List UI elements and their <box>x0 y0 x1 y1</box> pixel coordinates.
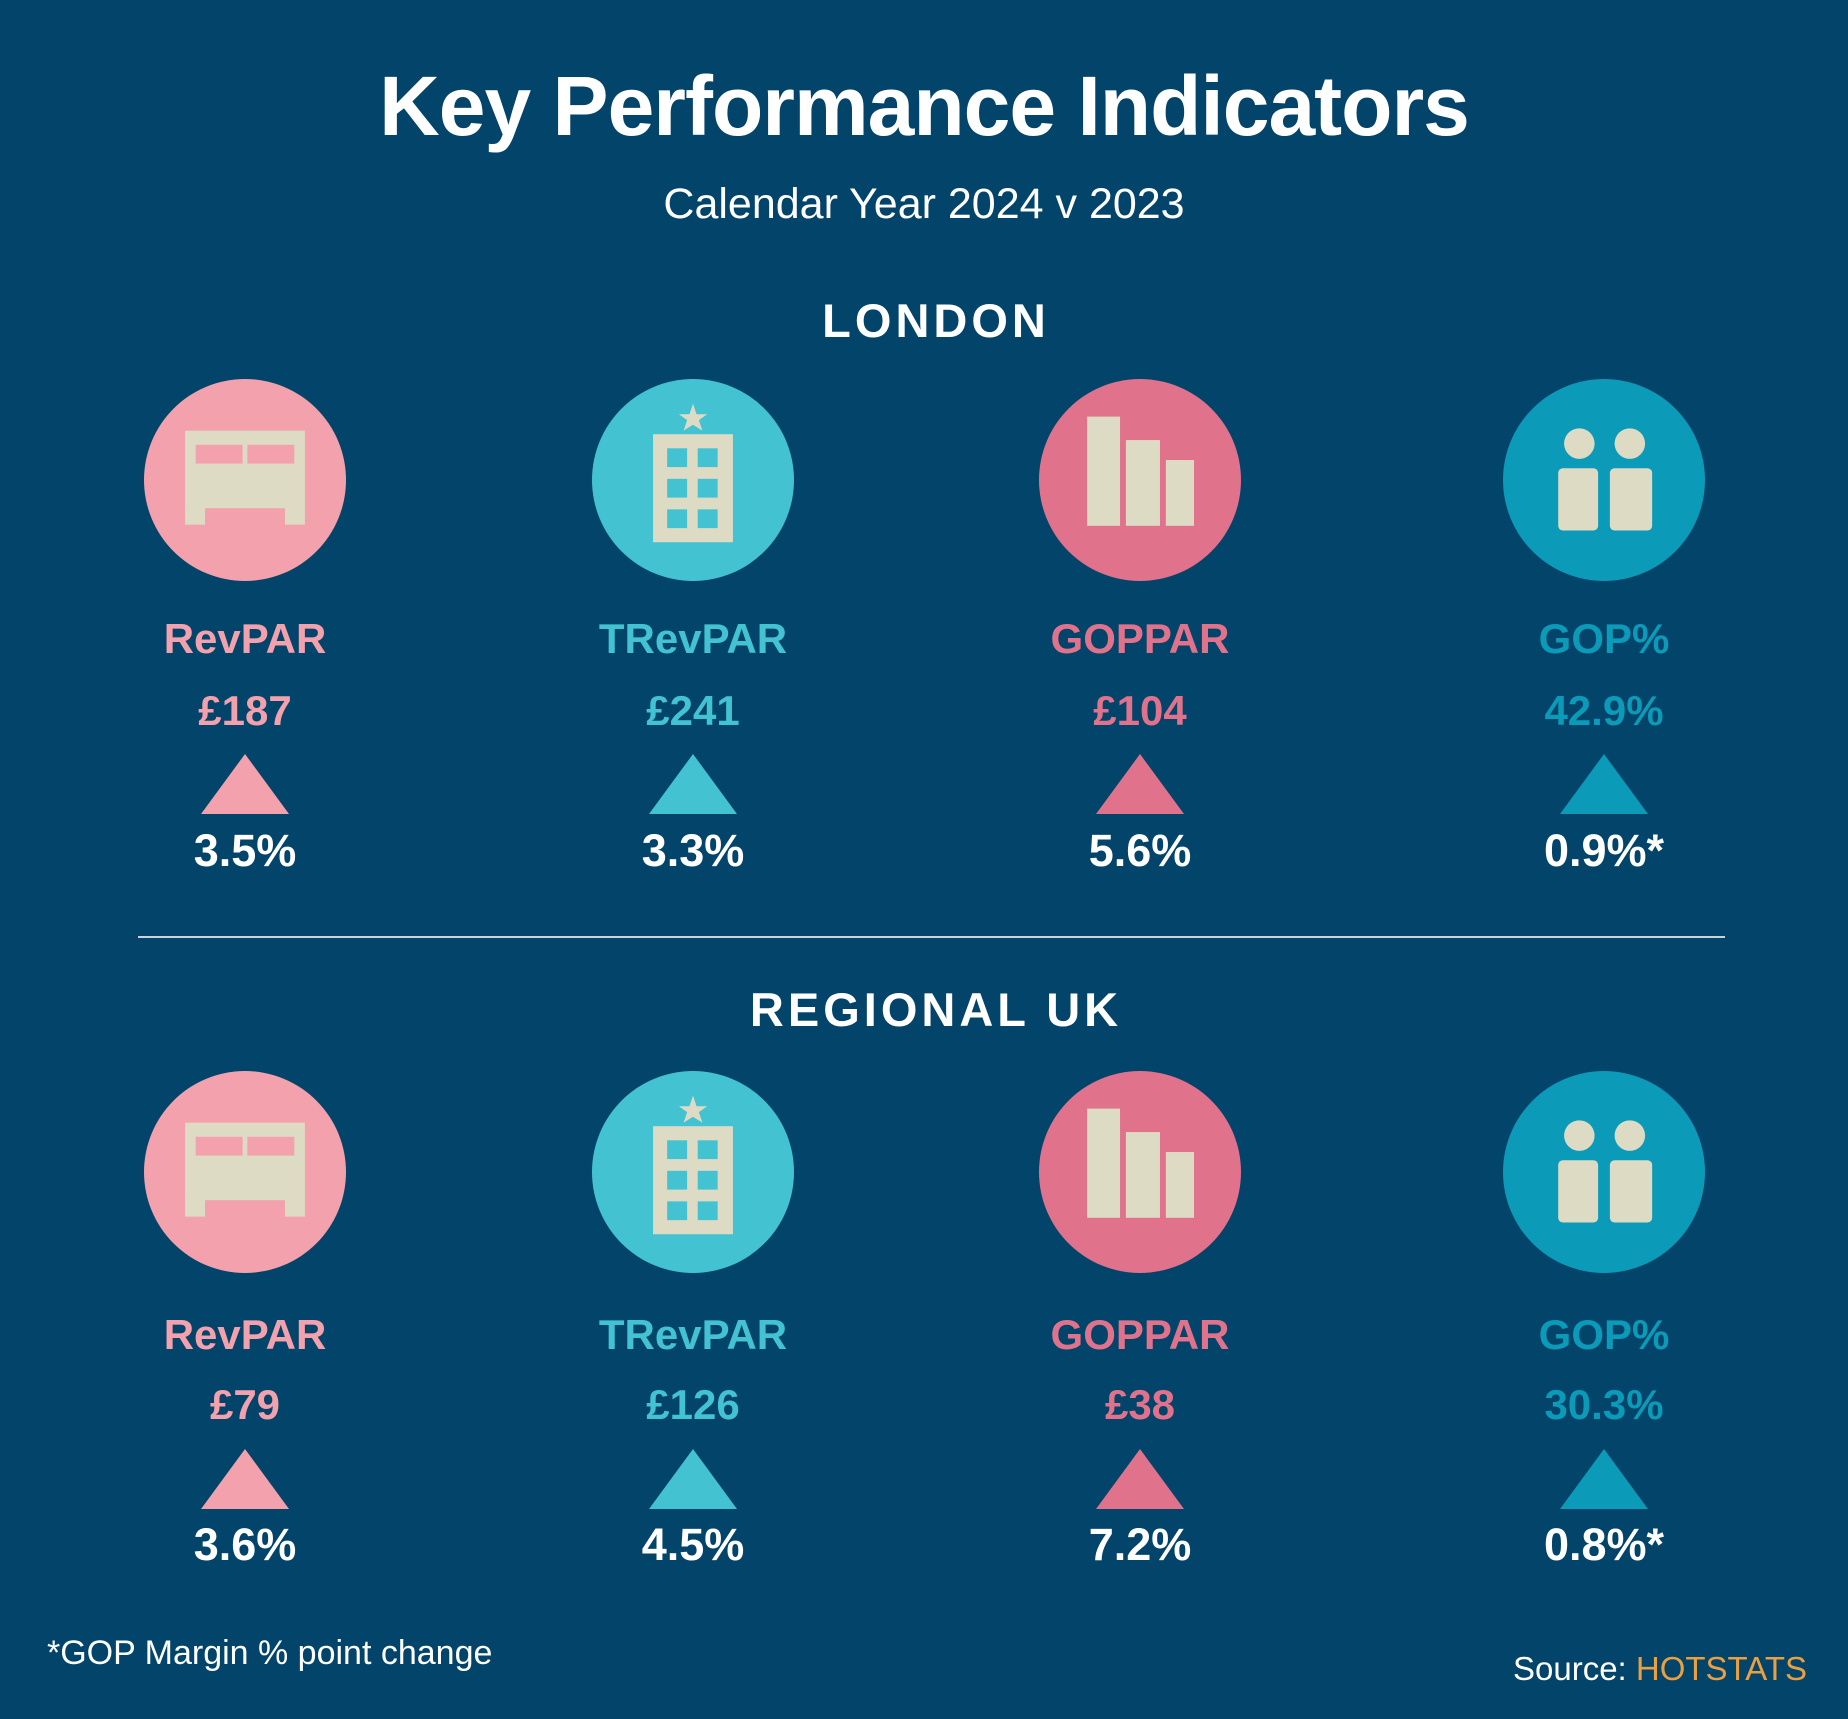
kpi-icon-circle <box>144 1071 346 1273</box>
up-triangle-icon <box>201 1449 289 1509</box>
source-credit: Source: HOTSTATS <box>1513 1650 1807 1688</box>
kpi-change: 7.2% <box>1088 1519 1192 1570</box>
kpi-change: 5.6% <box>1088 825 1192 876</box>
page-title: Key Performance Indicators <box>379 59 1470 153</box>
kpi-label: GOPPAR <box>1050 1311 1230 1358</box>
people-icon <box>1558 1120 1653 1223</box>
kpi-change: 0.8%* <box>1543 1519 1665 1570</box>
up-triangle-icon <box>1560 754 1648 814</box>
hotstats-logo: HOTSTATS <box>1635 1650 1807 1687</box>
kpi-label: TRevPAR <box>598 1311 788 1358</box>
kpi-change: 0.9%* <box>1543 825 1665 876</box>
kpi-value: £241 <box>646 687 740 734</box>
kpi-label: RevPAR <box>163 615 327 662</box>
kpi-icon-circle <box>1503 1071 1705 1273</box>
section-title: REGIONAL UK <box>749 983 1123 1036</box>
kpi-label: TRevPAR <box>598 615 788 662</box>
kpi-label: GOPPAR <box>1050 615 1230 662</box>
kpi-icon-circle <box>592 1071 794 1273</box>
bed-icon <box>185 430 305 525</box>
kpi-value: 42.9% <box>1544 687 1664 734</box>
hotel-building-icon <box>653 403 733 543</box>
kpi-change: 3.3% <box>641 825 745 876</box>
kpi-label: GOP% <box>1538 615 1670 662</box>
kpi-change: 3.6% <box>193 1519 297 1570</box>
kpi-change: 3.5% <box>193 825 297 876</box>
section-title: LONDON <box>822 294 1050 347</box>
up-triangle-icon <box>201 754 289 814</box>
bed-icon <box>185 1122 305 1217</box>
hotel-building-icon <box>653 1095 733 1235</box>
kpi-icon-circle <box>144 379 346 581</box>
kpi-value: £38 <box>1104 1381 1176 1428</box>
kpi-icon-circle <box>1503 379 1705 581</box>
kpi-change: 4.5% <box>641 1519 745 1570</box>
people-icon <box>1558 428 1653 531</box>
kpi-icon-circle <box>1039 379 1241 581</box>
page-subtitle: Calendar Year 2024 v 2023 <box>663 180 1185 228</box>
source-label: Source: <box>1512 1650 1627 1687</box>
up-triangle-icon <box>649 754 737 814</box>
kpi-value: £126 <box>646 1381 740 1428</box>
kpi-value: £187 <box>198 687 292 734</box>
kpi-icon-circle <box>1039 1071 1241 1273</box>
kpi-value: £79 <box>209 1381 281 1428</box>
up-triangle-icon <box>1560 1449 1648 1509</box>
kpi-label: GOP% <box>1538 1311 1670 1358</box>
footnote: *GOP Margin % point change <box>47 1634 493 1672</box>
bar-chart-icon <box>1087 1108 1195 1218</box>
kpi-value: £104 <box>1093 687 1187 734</box>
up-triangle-icon <box>1096 754 1184 814</box>
up-triangle-icon <box>1096 1449 1184 1509</box>
kpi-label: RevPAR <box>163 1311 327 1358</box>
section-divider <box>138 936 1725 938</box>
kpi-icon-circle <box>592 379 794 581</box>
up-triangle-icon <box>649 1449 737 1509</box>
bar-chart-icon <box>1087 416 1195 526</box>
kpi-value: 30.3% <box>1544 1381 1664 1428</box>
